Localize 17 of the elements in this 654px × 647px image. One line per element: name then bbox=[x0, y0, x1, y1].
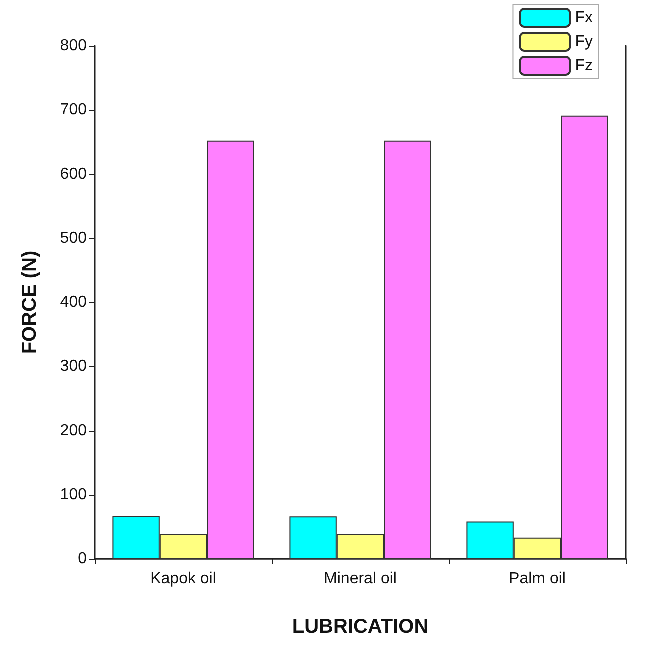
legend-label: Fy bbox=[575, 34, 594, 50]
legend-label: Fx bbox=[575, 10, 594, 26]
x-tick-label: Kapok oil bbox=[150, 570, 216, 588]
x-tick-label: Palm oil bbox=[509, 570, 566, 588]
y-tick-label: 800 bbox=[60, 38, 88, 54]
y-tick-label: 500 bbox=[60, 230, 88, 247]
legend-label: Fz bbox=[575, 58, 594, 74]
y-tick-label: 700 bbox=[60, 102, 88, 119]
y-tick-label: 100 bbox=[60, 486, 88, 504]
y-tick-label: 400 bbox=[60, 294, 88, 311]
y-axis-title: FORCE (N) bbox=[19, 250, 41, 354]
y-tick-label: 200 bbox=[60, 422, 88, 440]
y-tick-label: 600 bbox=[60, 166, 88, 183]
y-tick-label: 300 bbox=[60, 358, 88, 376]
x-axis-title: LUBRICATION bbox=[292, 616, 429, 638]
x-tick-label: Mineral oil bbox=[324, 570, 397, 588]
y-tick-label: 0 bbox=[78, 550, 88, 568]
